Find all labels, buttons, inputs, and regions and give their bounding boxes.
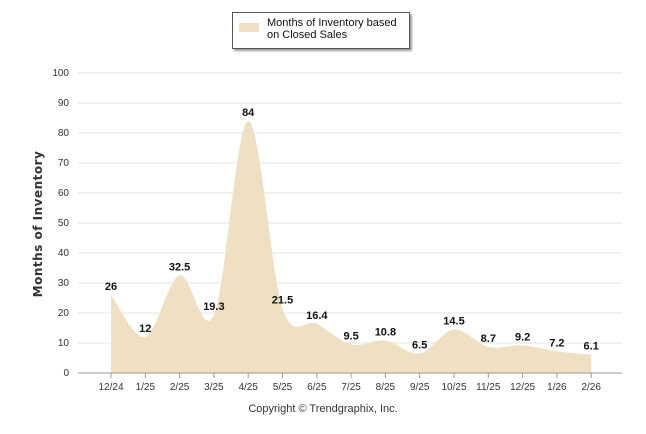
y-tick-label: 70 [58, 158, 70, 169]
x-tick-label: 1/26 [547, 382, 567, 393]
x-tick-label: 12/25 [510, 382, 535, 393]
legend-swatch [239, 23, 259, 32]
data-label: 6.1 [584, 341, 599, 353]
x-tick-label: 9/25 [410, 382, 430, 393]
x-tick-label: 7/25 [341, 382, 361, 393]
data-label: 8.7 [481, 333, 496, 345]
data-label: 9.2 [515, 331, 530, 343]
data-label: 84 [242, 107, 255, 119]
data-label: 6.5 [412, 340, 427, 352]
data-labels: 26 12 32.5 19.3 84 21.5 16.4 9.5 10.8 6.5 14.5 8.7 9… [105, 107, 599, 353]
data-label: 14.5 [443, 316, 464, 328]
y-tick-label: 10 [58, 338, 70, 349]
y-tick-label: 100 [52, 68, 69, 79]
data-label: 12 [139, 323, 151, 335]
x-tick-label: 2/26 [581, 382, 601, 393]
x-tick-label: 11/25 [476, 382, 501, 393]
x-tick-label: 1/25 [136, 382, 156, 393]
y-tick-label: 50 [58, 218, 70, 229]
data-label: 7.2 [549, 337, 564, 349]
y-tick-label: 40 [58, 248, 70, 259]
legend-label: Months of Inventory based on Closed Sale… [267, 17, 397, 41]
x-tick-label: 6/25 [307, 382, 327, 393]
x-tick-label: 4/25 [238, 382, 258, 393]
data-label: 16.4 [306, 310, 328, 322]
y-tick-label: 0 [63, 368, 69, 379]
y-tick-label: 30 [58, 278, 70, 289]
data-label: 21.5 [272, 295, 293, 307]
chart-axes: 0 10 20 30 40 50 60 70 80 90 100 12/24 1/25 2/25 3/25 4… [52, 68, 622, 393]
x-tick-label: 2/25 [170, 382, 190, 393]
y-tick-label: 60 [58, 188, 70, 199]
data-label: 32.5 [169, 262, 190, 274]
x-tick-label: 3/25 [204, 382, 224, 393]
y-tick-label: 90 [58, 98, 70, 109]
series-area [111, 120, 592, 373]
data-label: 26 [105, 281, 117, 293]
x-tick-label: 10/25 [441, 382, 466, 393]
y-axis-label: Months of Inventory [31, 151, 45, 298]
data-label: 10.8 [375, 327, 396, 339]
x-tick-label: 12/24 [98, 382, 123, 393]
x-tick-label: 8/25 [376, 382, 396, 393]
copyright-footer: Copyright © Trendgraphix, Inc. [248, 403, 398, 415]
y-tick-label: 20 [58, 308, 70, 319]
x-tick-label: 5/25 [273, 382, 293, 393]
chart-legend: Months of Inventory based on Closed Sale… [232, 12, 410, 49]
data-label: 19.3 [203, 301, 224, 313]
data-label: 9.5 [343, 331, 358, 343]
y-tick-label: 80 [58, 128, 70, 139]
